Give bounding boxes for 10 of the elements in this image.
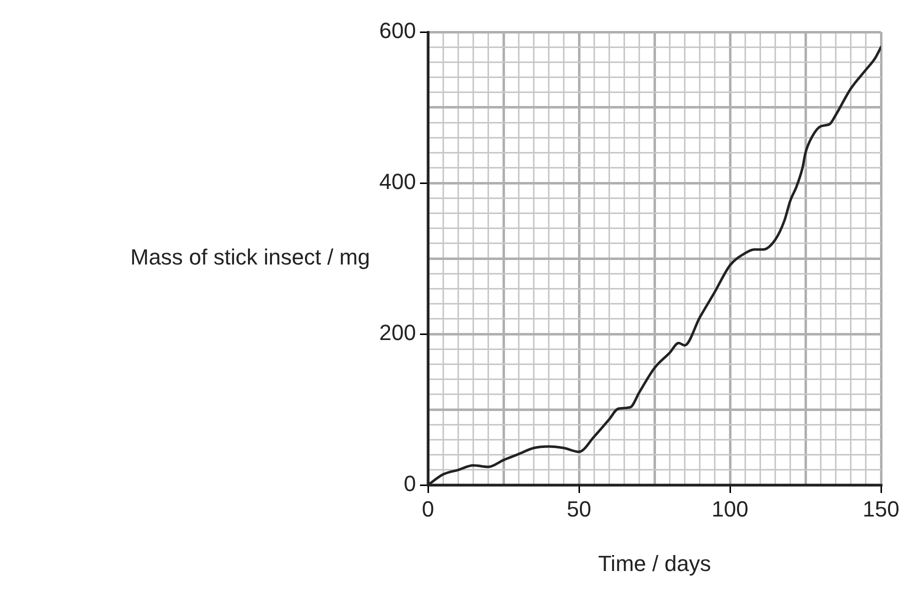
y-tick-label: 400	[379, 169, 416, 194]
y-tick-label: 0	[404, 471, 416, 496]
x-tick-label: 150	[862, 496, 900, 522]
y-tick-label: 200	[379, 320, 416, 346]
x-tick-label: 50	[566, 496, 592, 522]
x-axis-title: Time / days	[598, 551, 711, 576]
y-axis-title: Mass of stick insect / mg	[130, 244, 370, 270]
y-tick-label: 600	[379, 18, 416, 44]
x-tick-label: 100	[712, 496, 748, 522]
x-tick-label: 0	[422, 496, 434, 522]
